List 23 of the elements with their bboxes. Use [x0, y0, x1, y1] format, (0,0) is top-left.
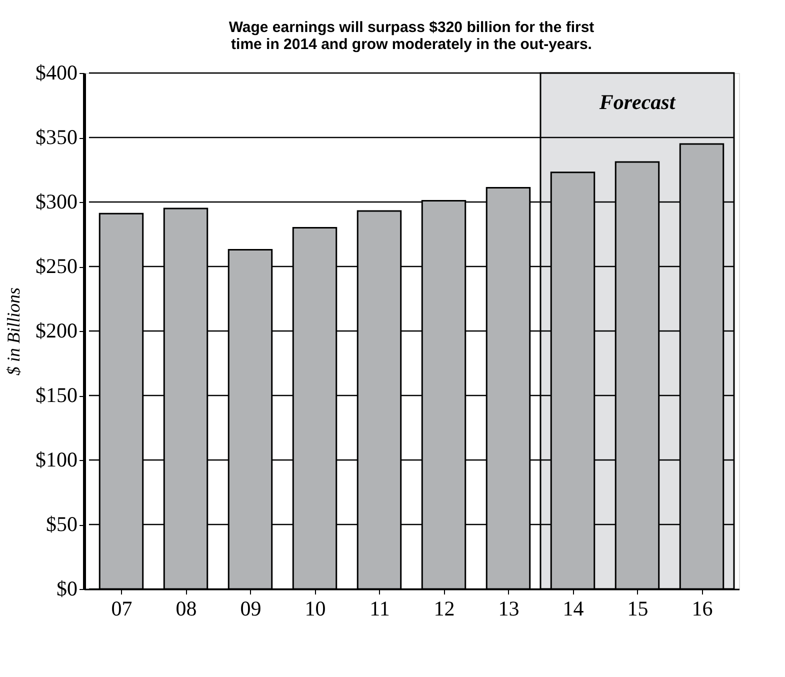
y-tick-label: $100 [36, 448, 78, 472]
x-tick-label: 07 [111, 596, 132, 620]
x-tick-label: 15 [627, 596, 648, 620]
y-tick-label: $0 [56, 576, 78, 600]
text: time in 2014 and grow moderately in the out-years. [231, 36, 592, 53]
y-tick-label: $400 [36, 60, 78, 84]
x-tick-label: 16 [692, 596, 713, 620]
band-label: Forecast [598, 90, 676, 114]
x-tick-label: 08 [176, 596, 197, 620]
y-tick-label: $350 [36, 125, 78, 149]
x-tick-label: 12 [434, 596, 455, 620]
y-axis-title: $ in Billions [4, 287, 24, 376]
y-tick-label: $150 [36, 383, 78, 407]
y-tick-label: $250 [36, 254, 78, 278]
x-tick-label: 10 [304, 596, 326, 620]
x-tick-label: 14 [562, 596, 584, 620]
y-tick-label: $300 [36, 190, 78, 214]
y-tick-label: $50 [46, 512, 78, 536]
y-tick-label: $200 [36, 318, 78, 342]
x-tick-label: 11 [370, 596, 390, 620]
x-tick-label: 09 [240, 596, 262, 620]
x-tick-label: 13 [498, 596, 520, 620]
text: Wage earnings will surpass $320 billion for the first [228, 19, 594, 36]
